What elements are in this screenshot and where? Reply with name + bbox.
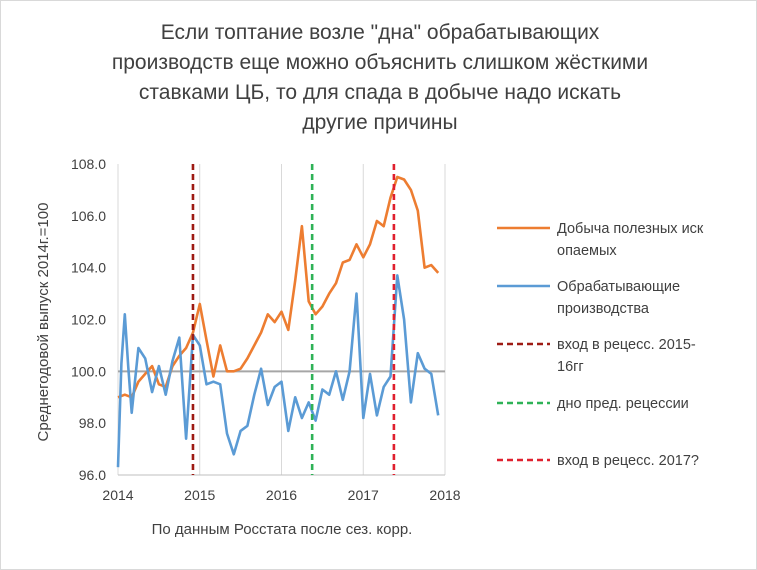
- legend-label-1: Обрабатывающие: [557, 279, 680, 295]
- legend-label-2: вход в рецесс. 2015-: [557, 337, 696, 353]
- y-tick-label: 100.0: [71, 363, 106, 379]
- x-tick-label: 2014: [102, 487, 133, 503]
- grid: [117, 164, 446, 476]
- legend-label-1: производства: [557, 301, 650, 317]
- series-line-1: [116, 274, 440, 468]
- x-tick-label: 2018: [429, 487, 460, 503]
- vlines-layer: [191, 164, 396, 475]
- series-layer: [116, 175, 440, 468]
- legend-label-2: 16гг: [557, 359, 584, 375]
- title-line: другие причины: [302, 111, 458, 134]
- title-line: Если топтание возле "дна" обрабатывающих: [160, 21, 600, 44]
- x-ticks: 2014 2015 2016 2017 2018: [102, 487, 460, 503]
- title-line: ставками ЦБ, то для спада в добыче надо …: [138, 81, 622, 104]
- y-tick-label: 106.0: [71, 208, 106, 224]
- y-tick-label: 102.0: [71, 312, 106, 328]
- x-axis-label: По данным Росстата после сез. корр.: [152, 521, 413, 538]
- y-tick-label: 98.0: [79, 415, 106, 431]
- y-axis-label: Среднегодовой выпуск 2014г.=100: [35, 203, 52, 442]
- legend: Добыча полезных иск опаемых Обрабатывающие…: [497, 221, 704, 469]
- y-tick-label: 104.0: [71, 260, 106, 276]
- x-tick-label: 2017: [348, 487, 379, 503]
- legend-label-4: вход в рецесс. 2017?: [557, 453, 699, 469]
- title-line: производств еще можно объяснить слишком …: [111, 51, 649, 74]
- y-ticks: 96.0 98.0 100.0 102.0 104.0 106.0 108.0: [71, 156, 106, 483]
- x-tick-label: 2015: [184, 487, 215, 503]
- y-tick-label: 96.0: [79, 467, 106, 483]
- y-tick-label: 108.0: [71, 156, 106, 172]
- x-tick-label: 2016: [266, 487, 297, 503]
- legend-label-3: дно пред. рецессии: [557, 396, 689, 412]
- chart-title: Если топтание возле "дна" обрабатывающих…: [40, 18, 720, 138]
- legend-label-0: Добыча полезных иск: [557, 221, 704, 237]
- legend-label-0: опаемых: [557, 243, 617, 259]
